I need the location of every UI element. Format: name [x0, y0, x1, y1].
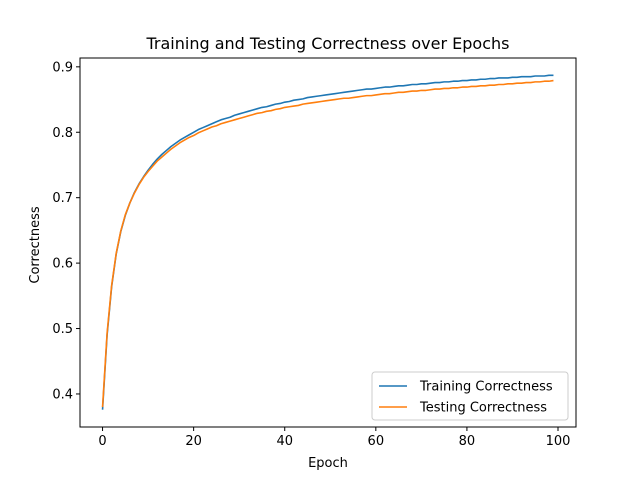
x-tick-label: 60	[368, 434, 385, 449]
y-tick-label: 0.8	[52, 126, 73, 141]
x-tick-label: 0	[98, 434, 106, 449]
legend-label-training-correctness: Training Correctness	[419, 380, 553, 395]
y-tick-label: 0.7	[52, 191, 73, 206]
x-tick-label: 20	[185, 434, 202, 449]
x-tick-label: 40	[276, 434, 293, 449]
lines-layer	[101, 74, 554, 410]
y-tick-label: 0.6	[52, 257, 73, 272]
y-tick-label: 0.4	[52, 387, 73, 402]
y-axis-label: Correctness	[28, 206, 43, 283]
chart-title: Training and Testing Correctness over Ep…	[146, 34, 510, 53]
x-tick-label: 80	[459, 434, 476, 449]
series-line-testing-correctness	[101, 79, 554, 408]
legend: Training Correctness Testing Correctness	[371, 371, 569, 421]
x-axis-label: Epoch	[308, 456, 348, 471]
x-tick-label: 100	[546, 434, 571, 449]
legend-box	[371, 371, 569, 421]
legend-label-testing-correctness: Testing Correctness	[419, 401, 547, 416]
ticks-layer: 0 20 40 60 80 100 0.4 0.5 0.6 0.7 0.8 0.9	[52, 60, 570, 449]
y-tick-label: 0.9	[52, 60, 73, 75]
series-line-training-correctness	[101, 74, 554, 410]
y-tick-label: 0.5	[52, 322, 73, 337]
plot-frame	[79, 57, 577, 428]
